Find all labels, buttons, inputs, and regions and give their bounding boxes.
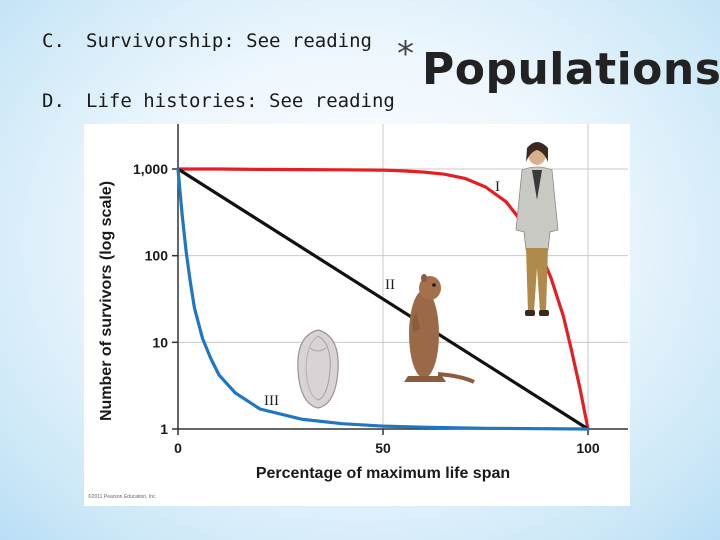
squirrel-feet [404, 376, 446, 382]
slide-title: Populations [422, 44, 720, 95]
human-hair [526, 142, 548, 162]
human-pants [526, 248, 548, 312]
curves [176, 167, 590, 431]
bullet-survivorship: C. Survivorship: See reading [42, 30, 372, 52]
human-jacket [515, 166, 559, 251]
squirrel-arm [412, 312, 420, 332]
squirrel-eye [432, 283, 436, 287]
bullet-marker: D. [42, 90, 65, 112]
y-tick-label: 1 [160, 421, 168, 437]
oyster-illustration [297, 329, 339, 409]
curve-label-I: I [495, 179, 500, 195]
bullet-text: Life histories: See reading [86, 90, 395, 112]
human-shoe [525, 310, 535, 316]
title-asterisk: * [397, 34, 414, 74]
y-tick-label: 10 [152, 334, 168, 350]
oyster-ridge [305, 335, 319, 401]
bullet-marker: C. [42, 30, 65, 52]
oyster-ridge [317, 335, 331, 401]
bullet-text: Survivorship: See reading [86, 30, 372, 52]
survivorship-figure: 1 10 100 1,000 0 50 100 Percentage of maximum … [84, 124, 630, 506]
squirrel-body [409, 290, 439, 378]
human-shoe [539, 310, 549, 316]
ground-squirrel-illustration [404, 274, 475, 384]
oyster-ridge [309, 347, 327, 352]
human-shirt [532, 170, 542, 200]
squirrel-tail [437, 372, 475, 384]
x-tick-label: 50 [375, 440, 391, 456]
y-tick-label: 100 [145, 248, 169, 264]
survivorship-curve-type-II [176, 167, 590, 431]
curve-label-III: III [264, 393, 279, 409]
figure-credit: ©2011 Pearson Education, Inc. [88, 493, 157, 500]
x-axis-title: Percentage of maximum life span [256, 465, 510, 482]
x-tick-label: 0 [174, 440, 182, 456]
curve-label-II: II [385, 277, 395, 293]
bullet-life-histories: D. Life histories: See reading [42, 90, 395, 112]
y-axis-title: Number of survivors (log scale) [98, 181, 115, 421]
human-illustration [515, 142, 559, 316]
survivorship-chart: 1 10 100 1,000 0 50 100 Percentage of maximum … [88, 124, 628, 500]
survivorship-curve-type-I [176, 167, 590, 431]
squirrel-head [419, 276, 441, 300]
y-tick-label: 1,000 [133, 161, 168, 177]
survivorship-curve-type-III [176, 167, 590, 431]
x-tick-label: 100 [576, 440, 600, 456]
oyster-shell [297, 329, 339, 409]
squirrel-ear [421, 274, 427, 282]
